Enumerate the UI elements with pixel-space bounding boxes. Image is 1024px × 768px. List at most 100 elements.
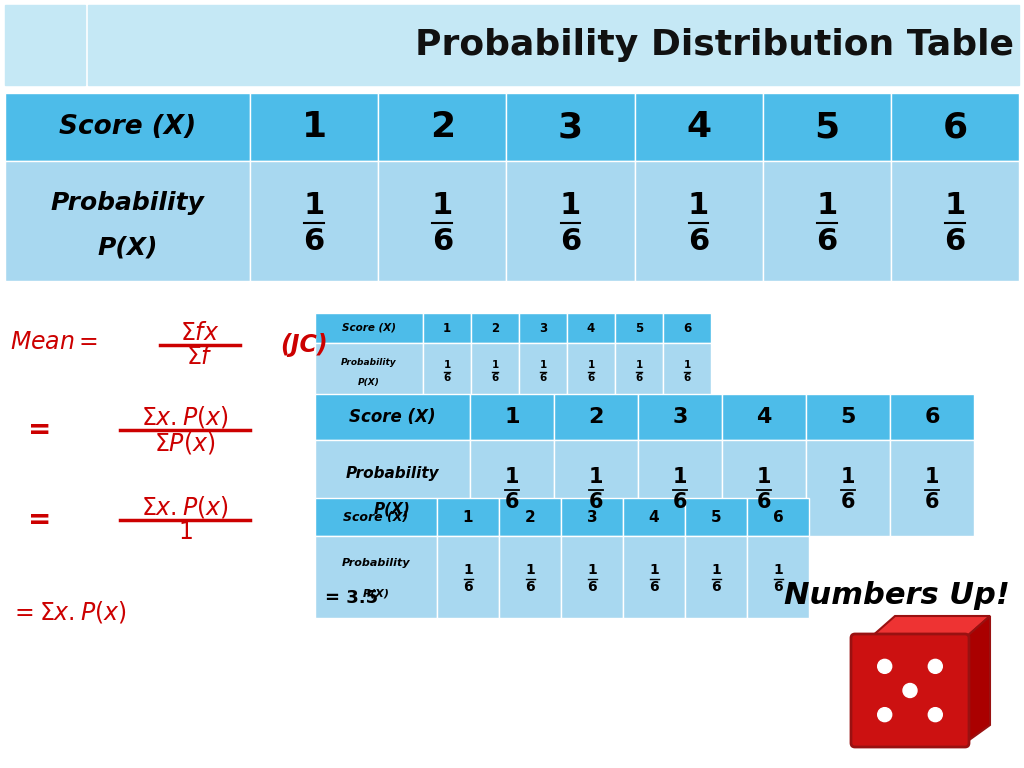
Bar <box>567 313 615 343</box>
Text: 4: 4 <box>648 509 659 525</box>
Bar <box>554 440 638 536</box>
Bar <box>891 93 1019 161</box>
Text: (JC): (JC) <box>280 333 328 357</box>
Text: 2: 2 <box>490 322 499 335</box>
Bar <box>506 161 635 281</box>
Text: 1: 1 <box>944 190 966 220</box>
Bar <box>437 498 499 536</box>
Text: Probability Distribution Table: Probability Distribution Table <box>415 28 1014 62</box>
Text: 6: 6 <box>773 581 782 594</box>
Bar <box>315 536 437 618</box>
Text: Score (X): Score (X) <box>343 511 409 524</box>
Text: 6: 6 <box>673 492 687 512</box>
Text: 6: 6 <box>925 407 940 427</box>
Bar <box>88 5 1019 85</box>
Text: 2: 2 <box>430 110 455 144</box>
Text: 3: 3 <box>539 322 547 335</box>
Text: $\Sigma x.P(x)$: $\Sigma x.P(x)$ <box>141 404 228 430</box>
Bar <box>378 161 506 281</box>
Text: 1: 1 <box>540 360 547 370</box>
Bar <box>638 394 722 440</box>
Bar <box>663 343 711 398</box>
Text: 6: 6 <box>303 227 325 256</box>
Text: Numbers Up!: Numbers Up! <box>784 581 1010 610</box>
Bar <box>806 394 890 440</box>
Text: $\Sigma fx$: $\Sigma fx$ <box>180 321 220 345</box>
Polygon shape <box>965 616 990 743</box>
Text: P(X): P(X) <box>358 378 380 387</box>
Text: =: = <box>28 506 51 534</box>
Text: 6: 6 <box>492 372 499 382</box>
Text: 6: 6 <box>649 581 658 594</box>
Bar <box>635 93 763 161</box>
Text: P(X): P(X) <box>97 236 158 260</box>
Polygon shape <box>870 616 990 638</box>
Bar <box>250 161 378 281</box>
Text: 1: 1 <box>504 407 520 427</box>
Text: Score (X): Score (X) <box>342 323 396 333</box>
Text: $1$: $1$ <box>177 520 193 544</box>
Text: Score (X): Score (X) <box>349 408 436 426</box>
Text: 6: 6 <box>816 227 838 256</box>
Text: 1: 1 <box>925 468 939 488</box>
Bar <box>561 498 623 536</box>
Bar <box>635 161 763 281</box>
Text: 6: 6 <box>841 492 855 512</box>
Text: 5: 5 <box>814 110 840 144</box>
Text: 6: 6 <box>635 372 643 382</box>
Text: 6: 6 <box>525 581 535 594</box>
Text: 1: 1 <box>492 360 499 370</box>
Bar <box>470 440 554 536</box>
Text: 6: 6 <box>588 372 595 382</box>
Bar <box>623 498 685 536</box>
Bar <box>615 313 663 343</box>
Text: $\Sigma f$: $\Sigma f$ <box>186 345 214 369</box>
Circle shape <box>878 707 892 722</box>
Text: 1: 1 <box>688 190 710 220</box>
Text: 6: 6 <box>587 581 597 594</box>
Circle shape <box>929 660 942 674</box>
Text: 1: 1 <box>683 360 690 370</box>
Text: 1: 1 <box>589 468 603 488</box>
Bar <box>378 93 506 161</box>
Text: 6: 6 <box>432 227 453 256</box>
Text: = 3.5: = 3.5 <box>325 589 378 607</box>
Bar <box>499 536 561 618</box>
Text: 1: 1 <box>757 468 771 488</box>
Bar <box>250 93 378 161</box>
Bar <box>5 5 85 85</box>
Bar <box>891 161 1019 281</box>
Text: 1: 1 <box>443 322 451 335</box>
Text: 6: 6 <box>757 492 771 512</box>
Text: P(X): P(X) <box>362 588 389 598</box>
Bar <box>763 93 891 161</box>
Text: $Mean =$: $Mean =$ <box>10 330 98 354</box>
Text: 6: 6 <box>540 372 547 382</box>
Text: 2: 2 <box>589 407 604 427</box>
Text: 1: 1 <box>711 563 721 577</box>
Text: 1: 1 <box>560 190 581 220</box>
Bar <box>561 536 623 618</box>
Bar <box>722 394 806 440</box>
Text: 5: 5 <box>635 322 643 335</box>
Bar <box>5 161 250 281</box>
Bar <box>746 498 809 536</box>
Text: 3: 3 <box>558 110 583 144</box>
Text: 1: 1 <box>443 360 451 370</box>
Bar <box>685 536 746 618</box>
Text: 5: 5 <box>711 509 721 525</box>
Text: 4: 4 <box>587 322 595 335</box>
Text: 4: 4 <box>686 110 711 144</box>
Bar <box>746 536 809 618</box>
Text: 1: 1 <box>588 360 595 370</box>
Text: 1: 1 <box>635 360 643 370</box>
Bar <box>615 343 663 398</box>
Bar <box>471 343 519 398</box>
Text: 1: 1 <box>649 563 658 577</box>
Bar <box>806 440 890 536</box>
Bar <box>554 394 638 440</box>
Text: 6: 6 <box>683 372 690 382</box>
Text: 1: 1 <box>463 509 473 525</box>
Text: 6: 6 <box>925 492 939 512</box>
Bar <box>471 313 519 343</box>
